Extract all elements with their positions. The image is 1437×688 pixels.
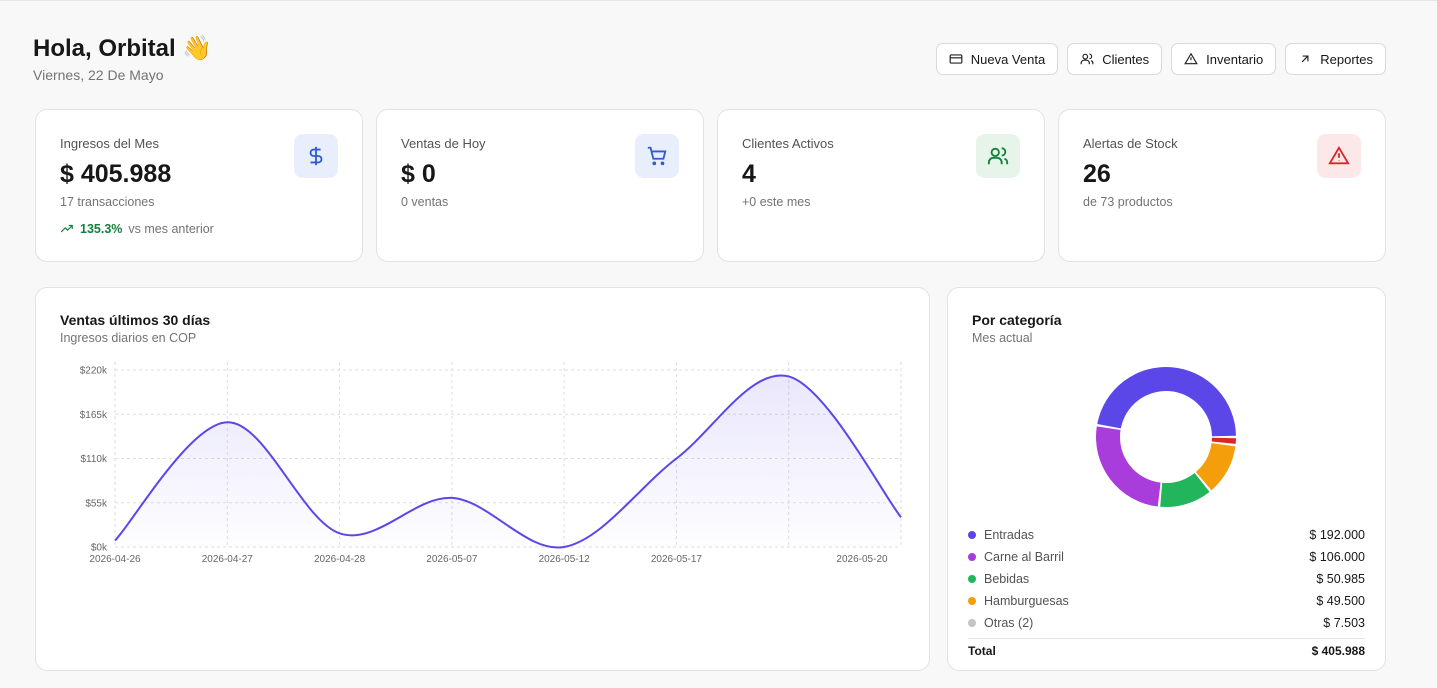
icon — [635, 134, 679, 178]
inventory-button[interactable]: Inventario — [1171, 43, 1277, 75]
stat-label: Ingresos del Mes — [60, 136, 159, 151]
stat-sub: +0 este mes — [742, 195, 811, 209]
stat-value: $ 405.988 — [60, 160, 172, 188]
legend-dot — [968, 553, 976, 561]
legend-value: $ 192.000 — [1309, 528, 1365, 542]
legend-row: Carne al Barril $ 106.000 — [968, 546, 1365, 568]
actions: Nueva Venta Clientes Inventario Reportes — [935, 43, 1386, 75]
chart-subtitle: Mes actual — [972, 331, 1033, 345]
legend-row: Entradas $ 192.000 — [968, 524, 1365, 546]
icon — [294, 134, 338, 178]
label: Clientes — [1102, 51, 1150, 67]
stat-card: Clientes Activos 4 +0 este mes — [717, 109, 1045, 262]
chart-title: Por categoría — [972, 312, 1062, 328]
legend-label: Carne al Barril — [984, 550, 1064, 564]
legend-dot — [968, 619, 976, 627]
trend-text: vs mes anterior — [128, 222, 214, 236]
trend-value: 135.3% — [80, 222, 123, 236]
stat-value: 26 — [1083, 160, 1111, 188]
stat-card: Ventas de Hoy $ 0 0 ventas — [376, 109, 704, 262]
legend-value: $ 49.500 — [1316, 594, 1365, 608]
stat-value: 4 — [742, 160, 756, 188]
clients-button[interactable]: Clientes — [1067, 43, 1163, 75]
total-label: Total — [968, 643, 996, 658]
legend-label: Bebidas — [984, 572, 1030, 586]
total-value: $ 405.988 — [1311, 643, 1365, 658]
total-row: Total $ 405.988 — [968, 638, 1365, 660]
legend-label: Otras (2) — [984, 616, 1034, 630]
legend-value: $ 7.503 — [1323, 616, 1365, 630]
legend: Entradas $ 192.000 Carne al Barril $ 106.00… — [968, 524, 1365, 660]
label: Inventario — [1206, 51, 1264, 67]
reports-button[interactable]: Reportes — [1285, 43, 1386, 75]
legend-dot — [968, 575, 976, 583]
label: Nueva Venta — [970, 51, 1046, 67]
stat-label: Alertas de Stock — [1083, 136, 1178, 151]
legend-row: Otras (2) $ 7.503 — [968, 612, 1365, 634]
legend-label: Hamburguesas — [984, 594, 1069, 608]
donut-card: Por categoría Mes actual Entradas $ 192.0… — [947, 287, 1386, 671]
stat-label: Ventas de Hoy — [401, 136, 486, 151]
stat-label: Clientes Activos — [742, 136, 834, 151]
stat-card: Ingresos del Mes $ 405.988 17 transaccio… — [35, 109, 363, 262]
chart-title: Ventas últimos 30 días — [60, 312, 211, 328]
greeting: Hola, Orbital 👋 — [33, 35, 213, 62]
stat-sub: de 73 productos — [1083, 195, 1173, 209]
stat-card: Alertas de Stock 26 de 73 productos — [1058, 109, 1386, 262]
chart-subtitle: Ingresos diarios en COP — [60, 331, 197, 345]
legend-label: Entradas — [984, 528, 1035, 542]
legend-value: $ 106.000 — [1309, 550, 1365, 564]
trend: 135.3% vs mes anterior — [60, 222, 214, 236]
legend-dot — [968, 531, 976, 539]
legend-dot — [968, 597, 976, 605]
stat-sub: 17 transacciones — [60, 195, 155, 209]
new-sale-button[interactable]: Nueva Venta — [935, 43, 1059, 75]
date: Viernes, 22 De Mayo — [33, 67, 164, 83]
legend-row: Bebidas $ 50.985 — [968, 568, 1365, 590]
stat-value: $ 0 — [401, 160, 436, 188]
legend-row: Hamburguesas $ 49.500 — [968, 590, 1365, 612]
legend-value: $ 50.985 — [1316, 572, 1365, 586]
label: Reportes — [1320, 51, 1373, 67]
icon — [976, 134, 1020, 178]
stat-sub: 0 ventas — [401, 195, 449, 209]
icon — [1317, 134, 1361, 178]
line-card: Ventas últimos 30 días Ingresos diarios … — [35, 287, 930, 671]
